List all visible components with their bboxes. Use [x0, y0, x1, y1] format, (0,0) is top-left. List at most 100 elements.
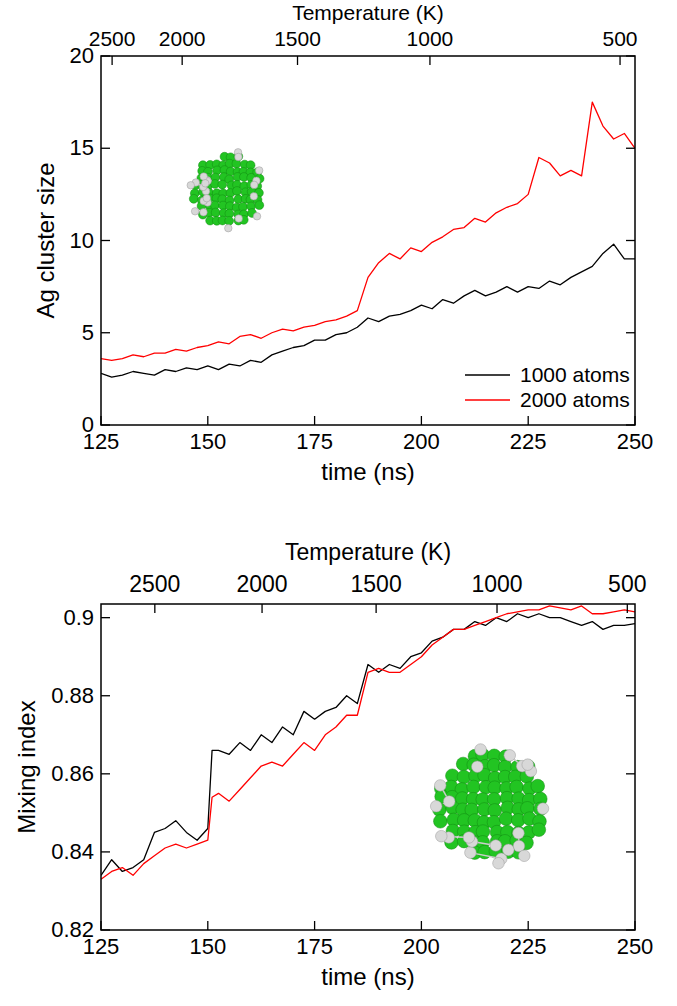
x2-tick-label: 2000	[236, 571, 287, 597]
ag-atom	[537, 803, 549, 815]
y-tick-label: 20	[70, 43, 94, 68]
data-area	[101, 102, 635, 377]
y-tick	[101, 55, 110, 56]
x-tick	[314, 416, 315, 425]
cu-atom	[225, 216, 234, 225]
x-tick-label: 250	[617, 429, 654, 454]
ag-atom	[522, 759, 534, 771]
legend-swatch	[465, 399, 510, 400]
series-line	[101, 102, 635, 360]
particle-inset	[187, 149, 264, 232]
y-axis-title: Ag cluster size	[32, 162, 59, 318]
ag-atom	[518, 850, 530, 862]
ag-atom	[430, 801, 442, 813]
ag-atom	[504, 750, 516, 762]
ag-atom	[493, 857, 505, 869]
y-tick-right	[626, 929, 635, 930]
plot-frame	[101, 604, 635, 930]
x2-tick	[627, 604, 628, 613]
x2-tick-label: 1000	[471, 571, 522, 597]
y-tick	[101, 851, 110, 852]
y-tick-label: 15	[70, 135, 94, 160]
x-tick-label: 150	[189, 934, 226, 959]
x-tick-label: 225	[510, 429, 547, 454]
x2-axis-title: Temperature (K)	[292, 1, 444, 24]
ag-atom	[200, 209, 207, 216]
cu-atom	[499, 812, 513, 826]
cu-atom	[488, 804, 502, 818]
y-tick-label: 0.9	[63, 605, 94, 630]
x-axis-title: time (ns)	[321, 963, 414, 990]
panel: 125150175200225250time (ns)2500200015001…	[32, 1, 654, 485]
ag-atom	[513, 827, 525, 839]
x-tick-label: 150	[189, 429, 226, 454]
x2-tick	[429, 56, 430, 65]
x-tick-label: 225	[510, 934, 547, 959]
y-tick-right	[626, 695, 635, 696]
x-tick-label: 175	[296, 934, 333, 959]
cu-atom	[211, 208, 220, 217]
ag-atom	[191, 208, 198, 215]
x-tick	[314, 921, 315, 930]
x2-tick-label: 2000	[159, 27, 206, 50]
legend-swatch	[465, 374, 510, 375]
x2-tick-label: 2500	[89, 27, 136, 50]
x2-tick	[111, 56, 112, 65]
ag-atom	[200, 173, 207, 180]
particle-inset	[430, 744, 548, 869]
series-line	[101, 614, 635, 876]
ag-atom	[472, 761, 484, 773]
y-tick-label: 0.86	[51, 761, 94, 786]
ag-atom	[503, 844, 515, 856]
x2-tick-label: 1500	[351, 571, 402, 597]
ag-atom	[436, 830, 448, 842]
x-tick-label: 200	[403, 934, 440, 959]
x-tick-label: 175	[296, 429, 333, 454]
cu-atom	[233, 187, 242, 196]
x2-tick-label: 1500	[274, 27, 321, 50]
x-tick-label: 200	[403, 429, 440, 454]
x2-tick	[261, 604, 262, 613]
ag-atom	[250, 193, 257, 200]
x-tick	[100, 416, 101, 425]
legend-label: 1000 atoms	[520, 363, 630, 386]
series-line	[101, 244, 635, 377]
ag-atom	[443, 796, 455, 808]
cu-atom	[467, 780, 481, 794]
y-tick-label: 10	[70, 228, 94, 253]
ag-atom	[202, 180, 209, 187]
ag-atom	[434, 780, 446, 792]
data-area	[101, 606, 635, 879]
series-line	[101, 606, 635, 879]
x2-tick-label: 1000	[407, 27, 454, 50]
x-tick	[528, 921, 529, 930]
y-tick	[101, 148, 110, 149]
y-tick-label: 0	[82, 412, 94, 437]
ag-atom	[187, 182, 194, 189]
cu-atom	[532, 823, 546, 837]
ag-atom	[250, 181, 257, 188]
y-tick	[101, 773, 110, 774]
y-tick	[101, 240, 110, 241]
ag-atom	[465, 847, 477, 859]
y-tick-right	[626, 851, 635, 852]
y-tick-label: 0.82	[51, 917, 94, 942]
ag-atom	[225, 224, 232, 231]
y-axis-title: Mixing index	[13, 700, 40, 833]
ag-atom	[475, 744, 487, 756]
y-tick	[101, 332, 110, 333]
y-tick-label: 5	[82, 320, 94, 345]
legend-label: 2000 atoms	[520, 388, 630, 411]
y-tick-right	[626, 424, 635, 425]
x-tick	[421, 416, 422, 425]
ag-atom	[203, 194, 210, 201]
ag-atom	[235, 153, 242, 160]
x2-tick	[619, 56, 620, 65]
x2-tick	[496, 604, 497, 613]
cu-atom	[434, 814, 448, 828]
cu-atom	[255, 201, 264, 210]
x-tick	[207, 416, 208, 425]
x-axis-title: time (ns)	[321, 458, 414, 485]
x-tick	[421, 921, 422, 930]
x2-tick-label: 500	[603, 27, 638, 50]
